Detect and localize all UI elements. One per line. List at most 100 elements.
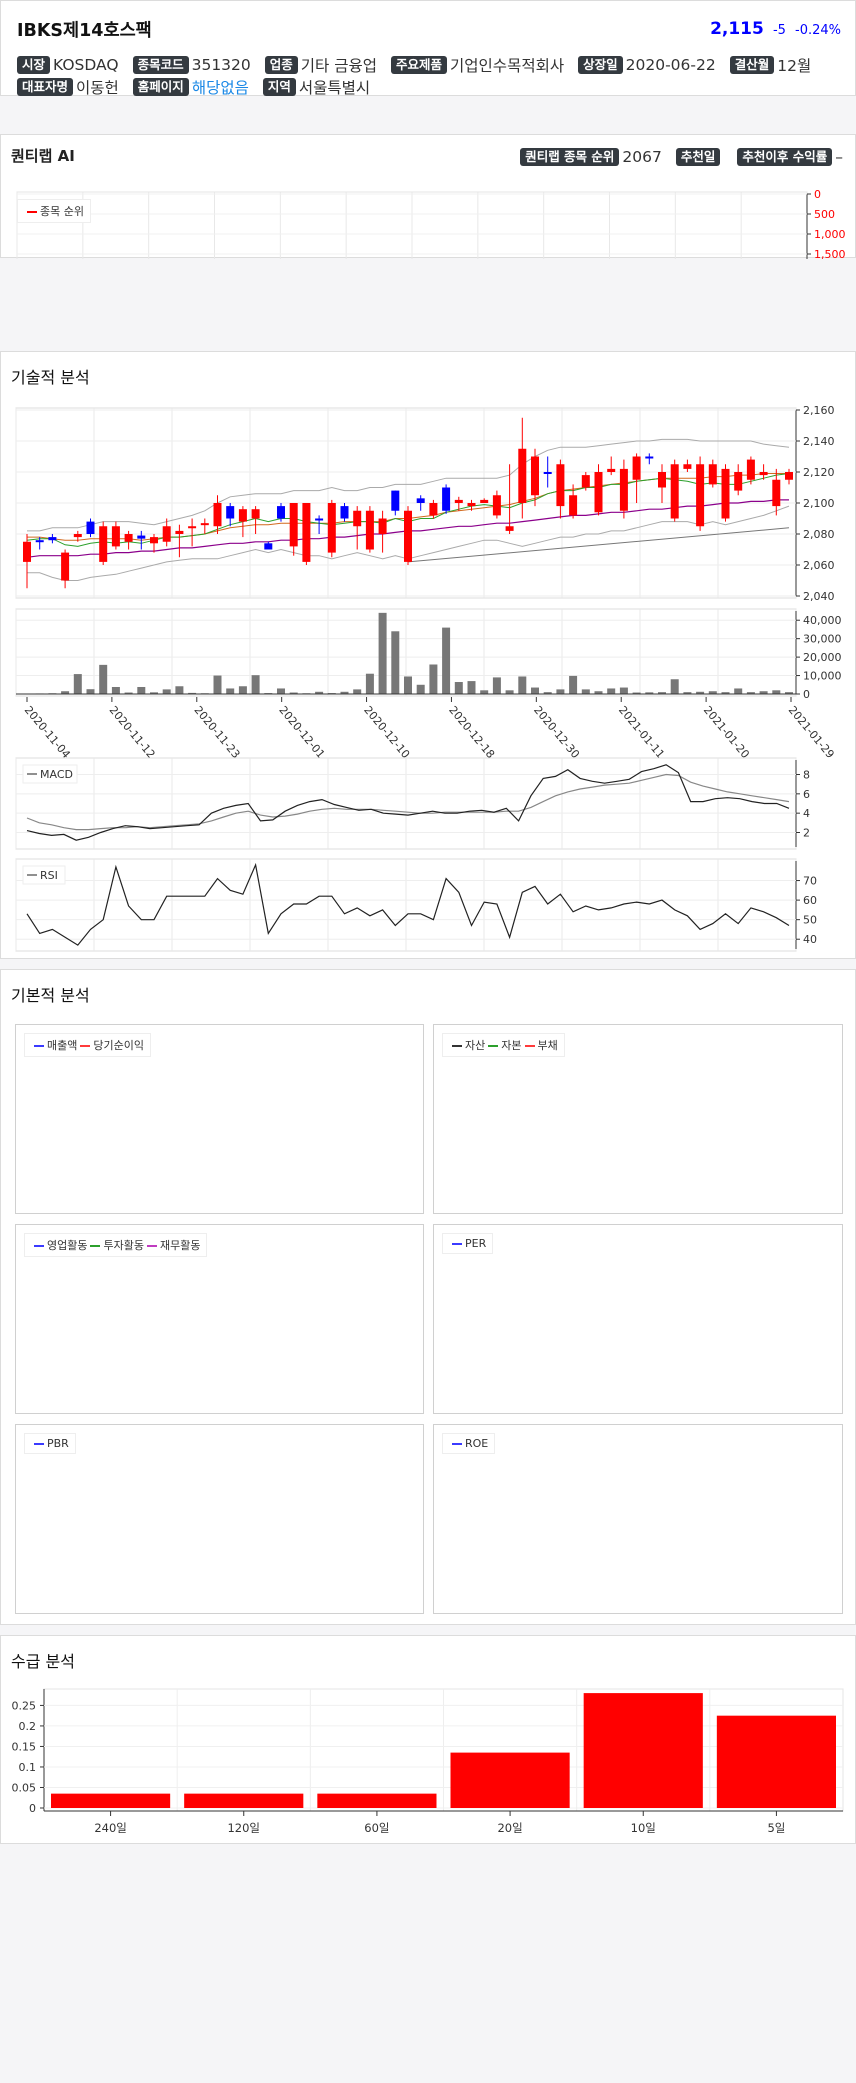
volume-bar xyxy=(569,675,578,694)
per-legend: PER xyxy=(442,1233,494,1254)
product-label: 주요제품 xyxy=(391,56,448,74)
macd-legend-label: MACD xyxy=(40,768,73,781)
rank-legend-label: 종목 순위 xyxy=(40,205,84,218)
rsi-legend-label: RSI xyxy=(40,869,58,882)
volume-bar xyxy=(73,674,82,694)
candle-body xyxy=(772,479,781,507)
volume-bar xyxy=(785,692,793,694)
volume-bar xyxy=(543,692,552,694)
volume-x-tick-label: 2021-01-20 xyxy=(701,704,752,761)
volume-bar xyxy=(708,691,717,694)
code-label: 종목코드 xyxy=(132,56,189,74)
candle-body xyxy=(556,464,565,507)
legend-assets: 자산 xyxy=(465,1039,486,1052)
candle-body xyxy=(531,456,539,496)
candle-body xyxy=(454,499,463,503)
volume-bar xyxy=(340,691,349,694)
volume-bar xyxy=(404,676,412,694)
volume-bar xyxy=(416,684,425,694)
technical-title: 기술적 분석 xyxy=(11,368,90,387)
candle-body xyxy=(658,472,666,488)
volume-bar xyxy=(353,689,362,694)
candle-body xyxy=(467,503,476,507)
volume-bar xyxy=(492,677,501,694)
bollinger-upper xyxy=(27,438,790,532)
candle-body xyxy=(86,521,95,534)
per-chart: PER xyxy=(433,1224,843,1414)
listing-label: 상장일 xyxy=(578,56,623,74)
macd-y-tick-label: 6 xyxy=(803,788,810,801)
supply-analysis-card: 수급 분석 0 0.05 0.1 0.15 0.2 0.25 240일 120일 60일 20일 1… xyxy=(0,1635,856,1844)
market-label: 시장 xyxy=(17,56,51,74)
legend-investing: 투자활동 xyxy=(103,1239,144,1252)
volume-bar xyxy=(442,627,451,694)
supply-chart: 0 0.05 0.1 0.15 0.2 0.25 240일 120일 60일 20일 10일 5일 xyxy=(12,1688,844,1835)
supply-title: 수급 분석 xyxy=(11,1652,75,1671)
volume-bar xyxy=(480,690,489,694)
supply-bar xyxy=(716,1715,836,1808)
current-price: 2,115 xyxy=(710,19,764,39)
supply-x-tick-label: 60일 xyxy=(364,1821,389,1835)
volume-x-tick-label: 2020-11-23 xyxy=(191,704,242,761)
quantilab-stats: 퀀티랩 종목 순위 2067 추천일 추천이후 수익률 – xyxy=(520,146,843,166)
candle-body xyxy=(759,472,768,476)
legend-roe: ROE xyxy=(465,1437,489,1450)
volume-bar xyxy=(683,692,692,694)
volume-x-tick-label: 2020-12-10 xyxy=(361,704,412,761)
supply-x-tick-label: 5일 xyxy=(767,1821,785,1835)
supply-x-tick-label: 20일 xyxy=(497,1821,522,1835)
candle-body xyxy=(391,490,400,511)
candle-y-tick-label: 2,160 xyxy=(803,404,835,417)
fundamental-analysis-card: 기본적 분석 매출액 당기순이익 자산 자본 부채 영업활동 투자활동 재무활동 PER … xyxy=(0,969,856,1625)
macd-line xyxy=(26,764,790,841)
rank-label: 퀀티랩 종목 순위 xyxy=(520,147,620,166)
supply-y-tick-label: 0.15 xyxy=(12,1740,37,1753)
supply-bar xyxy=(583,1693,703,1808)
sector-value: 기타 금융업 xyxy=(300,57,378,75)
volume-bar xyxy=(581,689,590,694)
volume-x-tick-label: 2020-11-12 xyxy=(107,704,158,761)
volume-bar xyxy=(632,692,641,694)
rank-legend-swatch xyxy=(27,211,37,213)
volume-bar xyxy=(721,692,730,694)
volume-bar xyxy=(251,675,260,694)
volume-bar xyxy=(645,692,654,694)
supply-y-tick-label: 0.05 xyxy=(12,1781,37,1794)
candle-body xyxy=(315,518,324,521)
macd-y-tick-label: 8 xyxy=(803,769,810,782)
candle-body xyxy=(505,526,514,531)
candle-body xyxy=(670,464,679,519)
candle-body xyxy=(175,530,184,534)
volume-bar xyxy=(505,690,514,694)
price-area: 2,115 -5 -0.24% xyxy=(710,19,841,39)
volume-bar xyxy=(111,686,120,694)
region-value: 서울특별시 xyxy=(298,79,371,97)
candle-body xyxy=(162,526,171,542)
supply-x-tick-label: 240일 xyxy=(94,1821,127,1835)
volume-bar xyxy=(518,676,527,694)
rec-return-value: – xyxy=(835,147,843,166)
homepage-link[interactable]: 해당없음 xyxy=(191,79,249,97)
rank-y-tick-label: 1,500 xyxy=(814,248,846,259)
cashflow-chart: 영업활동 투자활동 재무활동 xyxy=(15,1224,424,1414)
quantilab-title: 퀀티랩 AI xyxy=(11,147,75,165)
volume-bar xyxy=(378,612,387,694)
info-row-2: 대표자명 이동헌 홈페이지 해당없음 지역 서울특별시 xyxy=(17,76,384,98)
volume-bar xyxy=(124,692,133,694)
legend-net-income: 당기순이익 xyxy=(93,1039,144,1052)
candle-body xyxy=(200,523,209,526)
volume-bar xyxy=(759,691,768,694)
ceo-value: 이동헌 xyxy=(76,79,119,97)
candle-body xyxy=(492,495,501,516)
supply-x-tick-label: 10일 xyxy=(631,1821,656,1835)
legend-equity: 자본 xyxy=(501,1039,522,1052)
volume-bar xyxy=(467,681,476,694)
balance-legend: 자산 자본 부채 xyxy=(442,1033,565,1057)
technical-chart: 2,040 2,060 2,080 2,100 2,120 2,140 2,160 0 10,0… xyxy=(15,404,842,952)
supply-y-tick-label: 0.1 xyxy=(19,1761,37,1774)
candle-body xyxy=(61,552,70,581)
candle-body xyxy=(251,509,260,519)
fundamental-title: 기본적 분석 xyxy=(11,986,90,1005)
candle-body xyxy=(23,541,31,562)
candle-body xyxy=(302,503,311,562)
